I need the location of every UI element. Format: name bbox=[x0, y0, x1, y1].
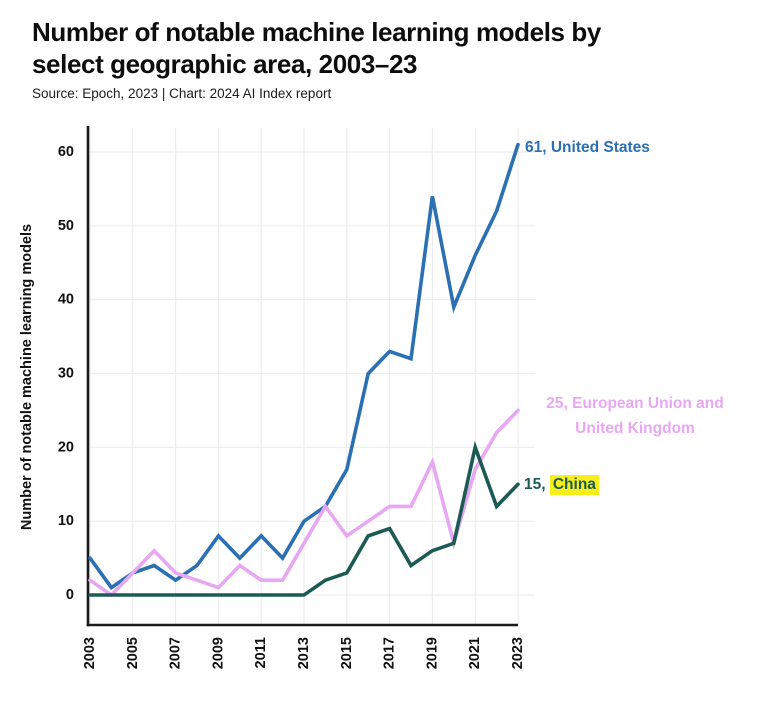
annotation-eu-uk: 25, European Union and United Kingdom bbox=[523, 391, 747, 441]
x-tick-label: 2005 bbox=[125, 637, 141, 669]
y-tick-label: 60 bbox=[58, 144, 74, 160]
x-tick-label: 2019 bbox=[424, 637, 440, 669]
annotation-china: 15, China bbox=[524, 475, 599, 495]
x-tick-label: 2007 bbox=[168, 637, 184, 669]
x-tick-label: 2013 bbox=[296, 637, 312, 669]
x-tick-label: 2021 bbox=[467, 637, 483, 669]
series-line-china bbox=[88, 440, 520, 597]
chart-source-note: Source: Epoch, 2023 | Chart: 2024 AI Ind… bbox=[32, 86, 332, 101]
x-tick-label: 2009 bbox=[210, 637, 226, 669]
x-tick-label: 2015 bbox=[339, 637, 355, 669]
annotation-eu-uk-line2: United Kingdom bbox=[575, 420, 695, 437]
chart-header: Number of notable machine learning model… bbox=[32, 16, 762, 101]
y-tick-label: 50 bbox=[58, 218, 74, 234]
y-tick-label: 10 bbox=[58, 513, 74, 529]
annotation-united-states-text: 61, United States bbox=[525, 139, 650, 156]
chart-title-line2: select geographic area, 2003–23 bbox=[32, 49, 418, 79]
x-tick-label: 2023 bbox=[510, 637, 526, 669]
y-tick-label: 20 bbox=[58, 439, 74, 455]
series-line-united-states bbox=[88, 142, 520, 591]
series-line-european-union-and-united-kingdom bbox=[88, 408, 520, 598]
y-tick-label: 40 bbox=[58, 292, 74, 308]
y-tick-label: 30 bbox=[58, 366, 74, 382]
chart-title-line1: Number of notable machine learning model… bbox=[32, 17, 601, 47]
y-axis-title: Number of notable machine learning model… bbox=[19, 224, 35, 530]
annotation-china-value: 15, bbox=[524, 476, 550, 493]
annotation-china-highlight: China bbox=[549, 475, 599, 495]
annotation-eu-uk-line1: 25, European Union and bbox=[546, 395, 724, 412]
y-tick-label: 0 bbox=[66, 587, 74, 603]
x-tick-label: 2011 bbox=[253, 637, 269, 668]
annotation-united-states: 61, United States bbox=[525, 138, 650, 157]
x-tick-label: 2003 bbox=[82, 637, 98, 669]
x-tick-label: 2017 bbox=[382, 637, 398, 669]
chart-title: Number of notable machine learning model… bbox=[32, 16, 762, 80]
